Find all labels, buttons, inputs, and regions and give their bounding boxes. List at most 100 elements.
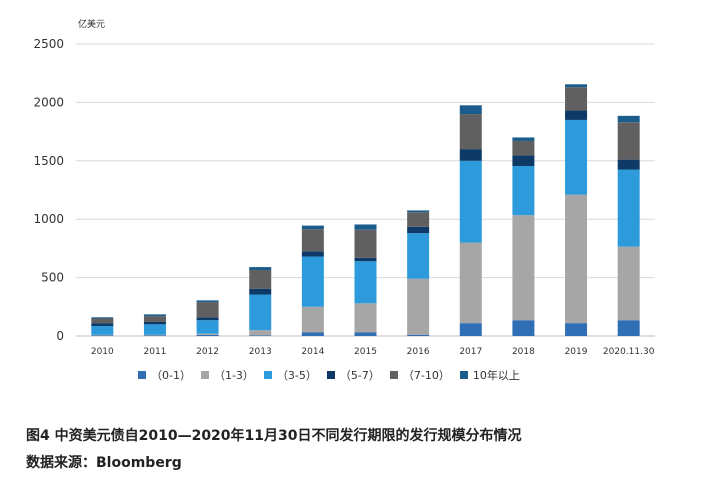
bar-segment [301,251,324,257]
bar-segment [196,334,219,336]
legend-item: （3-5） [263,367,317,383]
bar-segment [196,300,219,303]
legend-swatch [263,371,272,379]
y-tick-label: 500 [41,271,64,285]
gridlines [76,43,655,337]
bar-segment [143,314,166,317]
bar-segment [407,233,430,279]
y-axis-unit-label: 亿美元 [78,18,105,30]
bar-segment [301,256,324,307]
bar-segment [565,87,588,111]
bar-segment [143,321,166,325]
bar-segment [565,323,588,336]
legend-swatch [389,371,398,379]
bar-segment [459,105,482,115]
figure-caption: 图4 中资美元债自2010—2020年11月30日不同发行期限的发行规模分布情况 [26,428,522,444]
bar-segment [91,323,114,327]
bar-segment [196,302,219,318]
bar-segment [565,194,588,324]
legend-swatch [200,371,209,379]
bar-segment [565,110,588,120]
source-note: 数据来源：Bloomberg [26,455,182,471]
legend-label: 10年以上 [472,369,520,382]
bar-segment [354,229,377,258]
bar-segment [91,318,114,324]
x-tick-label: 2017 [459,347,482,357]
bar-segment [407,226,430,234]
x-tick-label: 2020.11.30 [603,347,655,357]
bar-segment [459,160,482,243]
bar-segment [512,137,535,141]
bar-segment [301,306,324,333]
bar-segment [407,334,430,336]
bar-segment [249,294,272,331]
bar-segment [617,246,640,321]
x-tick-label: 2015 [354,347,377,357]
bar-segment [91,335,114,336]
bar-segment [617,159,640,170]
bar-segment [196,333,219,335]
y-tick-label: 2500 [33,37,64,51]
x-tick-label: 2013 [249,347,272,357]
x-tick-label: 2019 [565,347,588,357]
legend-label: （1-3） [213,369,254,382]
legend: （0-1） （1-3） （3-5） （5-7） （7-10） 10年以上 [138,367,530,383]
x-tick-label: 2012 [196,347,219,357]
legend-label: （5-7） [339,369,380,382]
bar-segment [459,323,482,336]
bar-segment [407,278,430,335]
bar-segment [143,335,166,336]
bar-segment [459,149,482,161]
legend-item: （5-7） [326,367,380,383]
bar-segment [249,288,272,295]
legend-item: 10年以上 [459,367,520,383]
bar-segment [617,122,640,160]
bar-segment [617,115,640,123]
x-tick-label: 2014 [301,347,324,357]
legend-label: （7-10） [402,369,450,382]
bar-segment [91,334,114,336]
legend-label: （3-5） [276,369,317,382]
x-tick-label: 2016 [407,347,430,357]
bar-segment [196,320,219,334]
legend-swatch [459,371,468,379]
bar-segment [301,229,324,252]
bar-segment [91,317,114,319]
bar-segment [354,332,377,336]
bar-segment [565,119,588,195]
bar-segment [249,267,272,271]
x-axis-ticks: 2010 2011 2012 2013 2014 2015 2016 2017 2018 2019… [91,347,655,357]
x-tick-label: 2018 [512,347,535,357]
bar-segment [354,257,377,262]
y-tick-label: 1000 [33,212,64,226]
bar-segment [249,330,272,336]
legend-swatch [138,371,146,379]
x-tick-label: 2011 [144,347,167,357]
bar-segment [459,114,482,150]
bar-segment [512,166,535,216]
bar-segment [617,320,640,336]
bar-segment [249,270,272,289]
bar-segment [565,84,588,88]
bar-segment [354,303,377,333]
bar-segment [512,320,535,336]
bar-segment [143,334,166,336]
legend-label: （0-1） [151,369,191,382]
bar-segment [301,332,324,336]
bar-segment [459,242,482,324]
legend-item: （7-10） [389,367,450,383]
bar-segment [143,324,166,335]
legend-item: （0-1） [138,367,191,383]
legend-swatch [326,371,335,379]
bar-segment [407,212,430,227]
bar-segment [512,215,535,321]
x-tick-label: 2010 [91,347,114,357]
bar-segment [617,169,640,247]
bar-segment [91,326,114,335]
y-tick-label: 0 [56,329,64,343]
bar-segment [354,224,377,230]
legend-item: （1-3） [200,367,254,383]
bar-segment [143,316,166,322]
bar-segment [301,225,324,230]
